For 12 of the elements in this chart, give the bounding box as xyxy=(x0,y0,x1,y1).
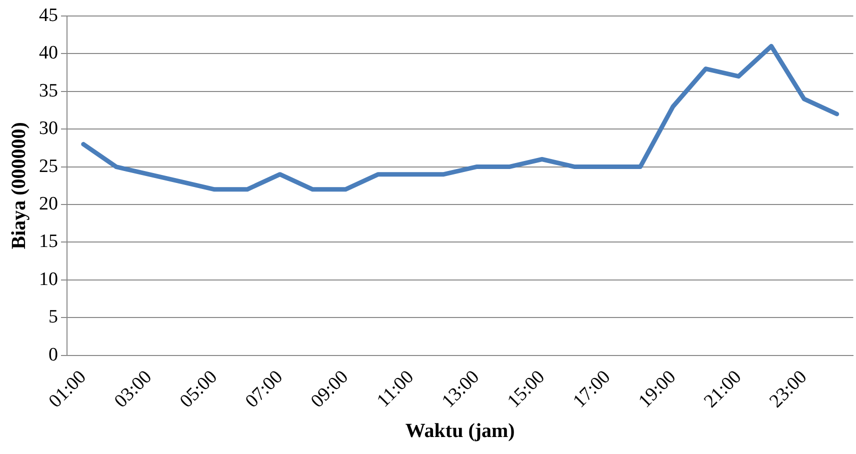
y-tick-label: 40 xyxy=(39,42,58,64)
y-tick-label: 10 xyxy=(39,268,58,290)
y-tick-label: 20 xyxy=(39,193,58,214)
y-tick-label: 45 xyxy=(39,4,58,26)
x-axis-title: Waktu (jam) xyxy=(405,420,515,442)
y-tick-label: 30 xyxy=(39,118,58,140)
y-tick-label: 25 xyxy=(39,156,58,177)
y-tick-label: 15 xyxy=(39,231,58,252)
y-tick-label: 5 xyxy=(48,306,58,328)
y-tick-label: 0 xyxy=(48,344,58,366)
y-axis-title: Biaya (000000) xyxy=(8,122,30,250)
y-tick-label: 35 xyxy=(39,80,58,102)
